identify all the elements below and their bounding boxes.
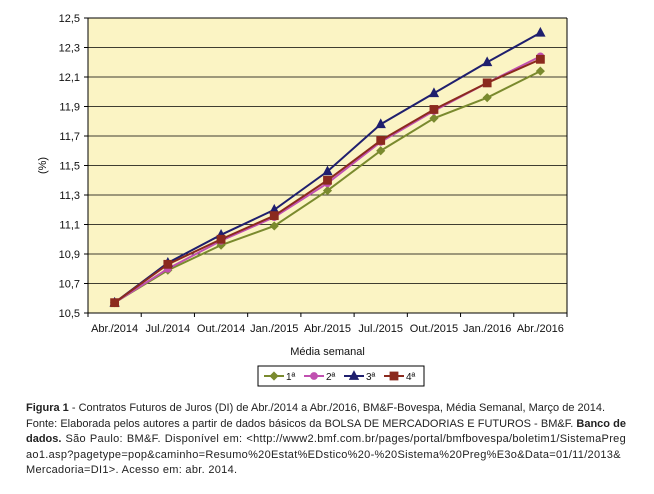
source-bold: Banco de dados. [26, 417, 626, 446]
figure-title: - Contratos Futuros de Juros (DI) de Abr… [68, 402, 606, 414]
legend-box [257, 365, 425, 387]
data-point [428, 87, 440, 98]
x-tick-label: Out./2015 [410, 323, 458, 335]
series-lines [109, 26, 546, 308]
series-4 [110, 54, 545, 308]
data-point [323, 175, 332, 185]
data-point [322, 165, 333, 176]
x-tick-label: Out./2014 [197, 323, 245, 335]
legend-marker [269, 371, 279, 381]
legend-item: 4ª [384, 371, 416, 383]
figure-label: Figura 1 [26, 402, 69, 414]
x-tick-label: Abr./2014 [91, 323, 138, 335]
y-tick-label: 12,5 [59, 13, 80, 25]
legend-item: 1ª [264, 371, 296, 383]
data-point [482, 78, 492, 88]
data-point [110, 298, 120, 308]
legend-marker [389, 371, 399, 381]
y-axis-label: (%) [37, 157, 49, 174]
x-tick-label: Abr./2015 [304, 323, 351, 335]
legend-marker [348, 370, 360, 380]
x-tick-label: Jan./2015 [250, 323, 298, 335]
y-tick-label: 11,3 [59, 190, 80, 202]
figure-caption: Figura 1 - Contratos Futuros de Juros (D… [26, 401, 626, 479]
data-point [376, 146, 386, 156]
data-point [429, 105, 439, 114]
figure-title-line: Figura 1 - Contratos Futuros de Juros (D… [26, 401, 626, 417]
x-axis-label: Média semanal [290, 346, 365, 358]
x-tick-label: Jan./2016 [463, 323, 511, 335]
y-tick-label: 11,5 [59, 161, 80, 173]
legend-marker [310, 372, 318, 380]
legend: 1ª 2ª 3ª 4ª [257, 365, 425, 387]
data-point [322, 186, 333, 196]
x-tick-label: Jul./2014 [146, 323, 191, 335]
legend-label: 1ª [286, 372, 296, 383]
x-tick-label: Jul./2015 [358, 323, 403, 335]
chart: 12,5 12,3 12,1 11,9 11,7 11,5 11,3 11,1 10,9 10,7… [37, 13, 568, 387]
y-tick-label: 12,1 [59, 72, 80, 84]
data-point [375, 118, 386, 129]
legend-label: 4ª [406, 372, 416, 383]
data-point [429, 113, 439, 123]
legend-label: 3ª [366, 372, 376, 383]
source-rest: São Paulo: BM&F. Disponível em: <http://… [26, 433, 626, 476]
x-tick-labels: Abr./2014 Jul./2014 Out./2014 Jan./2015 Abr.… [91, 323, 564, 335]
data-point [535, 54, 545, 64]
legend-item: 3ª [344, 370, 376, 383]
data-point [535, 66, 545, 76]
data-point [163, 259, 173, 269]
y-tick-label: 12,3 [59, 43, 80, 55]
data-point [216, 234, 226, 244]
y-tick-label: 10,5 [59, 308, 80, 320]
source-prefix: Fonte: Elaborada pelos autores a partir … [26, 417, 574, 430]
source-note: Fonte: Elaborada pelos autores a partir … [26, 417, 626, 479]
y-tick-label: 11,9 [59, 102, 80, 114]
data-point [482, 93, 492, 103]
axes [87, 17, 568, 317]
y-tick-label: 11,7 [59, 131, 80, 143]
x-tick-label: Abr./2016 [517, 323, 564, 335]
data-point [269, 211, 279, 221]
y-tick-label: 10,7 [59, 279, 80, 291]
y-tick-labels: 12,5 12,3 12,1 11,9 11,7 11,5 11,3 11,1 10,9 10,7… [59, 13, 80, 320]
y-tick-label: 11,1 [59, 220, 80, 232]
data-point [482, 56, 493, 67]
data-point [376, 136, 386, 145]
legend-label: 2ª [326, 372, 336, 383]
legend-item: 2ª [304, 372, 336, 383]
y-tick-label: 10,9 [59, 249, 80, 261]
data-point [269, 221, 279, 231]
data-point [535, 26, 546, 37]
